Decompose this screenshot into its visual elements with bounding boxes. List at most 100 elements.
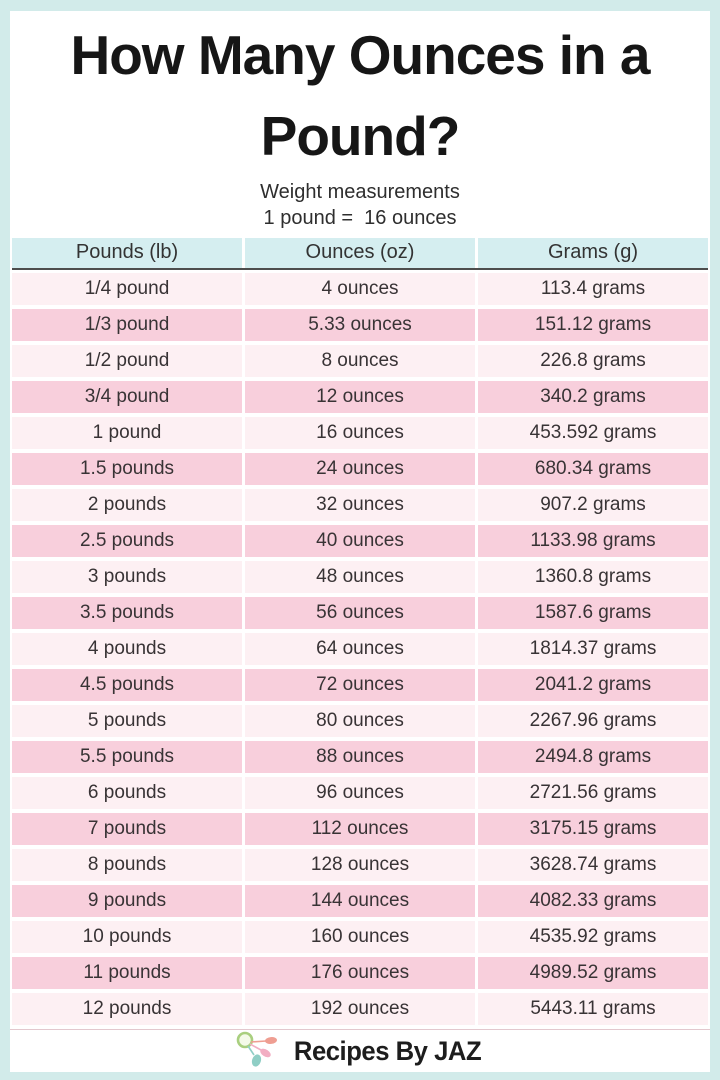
table-row: 1.5 pounds 24 ounces 680.34 grams: [12, 452, 708, 485]
table-cell: 176 ounces: [245, 956, 475, 989]
table-row: 3 pounds 48 ounces 1360.8 grams: [12, 560, 708, 593]
table-cell: 5.33 ounces: [245, 308, 475, 341]
table-row: 6 pounds 96 ounces 2721.56 grams: [12, 776, 708, 809]
table-cell: 96 ounces: [245, 776, 475, 809]
table-cell: 5.5 pounds: [12, 740, 242, 773]
table-row: 8 pounds 128 ounces 3628.74 grams: [12, 848, 708, 881]
table-cell: 4082.33 grams: [478, 884, 708, 917]
table-cell: 4535.92 grams: [478, 920, 708, 953]
table-cell: 24 ounces: [245, 452, 475, 485]
table-cell: 2267.96 grams: [478, 704, 708, 737]
table-cell: 1/2 pound: [12, 344, 242, 377]
table-cell: 1587.6 grams: [478, 596, 708, 629]
table-cell: 3628.74 grams: [478, 848, 708, 881]
table-cell: 11 pounds: [12, 956, 242, 989]
table-row: 1/2 pound 8 ounces 226.8 grams: [12, 344, 708, 377]
table-row: 12 pounds 192 ounces 5443.11 grams: [12, 992, 708, 1025]
table-cell: 192 ounces: [245, 992, 475, 1025]
measuring-spoons-icon: [234, 1030, 280, 1072]
table-cell: 64 ounces: [245, 632, 475, 665]
table-cell: 10 pounds: [12, 920, 242, 953]
table-row: 3/4 pound 12 ounces 340.2 grams: [12, 380, 708, 413]
table-header-row: Pounds (lb) Ounces (oz) Grams (g): [12, 237, 708, 270]
brand-name: Recipes By JAZ: [293, 1035, 482, 1066]
table-cell: 2041.2 grams: [478, 668, 708, 701]
table-cell: 56 ounces: [245, 596, 475, 629]
table-cell: 4 pounds: [12, 632, 242, 665]
table-cell: 1/3 pound: [12, 308, 242, 341]
poster-content: How Many Ounces in a Pound? Weight measu…: [10, 11, 710, 1072]
table-cell: 2494.8 grams: [478, 740, 708, 773]
page-title-line2: Pound?: [260, 104, 461, 167]
table-row: 11 pounds 176 ounces 4989.52 grams: [12, 956, 708, 989]
table-cell: 1 pound: [12, 416, 242, 449]
table-cell: 12 pounds: [12, 992, 242, 1025]
table-row: 4.5 pounds 72 ounces 2041.2 grams: [12, 668, 708, 701]
header-cell-ounces: Ounces (oz): [245, 237, 475, 268]
table-row: 2.5 pounds 40 ounces 1133.98 grams: [12, 524, 708, 557]
table-row: 4 pounds 64 ounces 1814.37 grams: [12, 632, 708, 665]
table-cell: 80 ounces: [245, 704, 475, 737]
table-cell: 72 ounces: [245, 668, 475, 701]
table-cell: 4 ounces: [245, 272, 475, 305]
table-row: 10 pounds 160 ounces 4535.92 grams: [12, 920, 708, 953]
table-row: 5 pounds 80 ounces 2267.96 grams: [12, 704, 708, 737]
table-cell: 5 pounds: [12, 704, 242, 737]
table-row: 3.5 pounds 56 ounces 1587.6 grams: [12, 596, 708, 629]
table-row: 1 pound 16 ounces 453.592 grams: [12, 416, 708, 449]
conversion-table: Pounds (lb) Ounces (oz) Grams (g) 1/4 po…: [12, 237, 708, 1029]
table-row: 9 pounds 144 ounces 4082.33 grams: [12, 884, 708, 917]
table-cell: 6 pounds: [12, 776, 242, 809]
table-cell: 2721.56 grams: [478, 776, 708, 809]
table-row: 2 pounds 32 ounces 907.2 grams: [12, 488, 708, 521]
table-cell: 7 pounds: [12, 812, 242, 845]
table-cell: 680.34 grams: [478, 452, 708, 485]
table-cell: 2.5 pounds: [12, 524, 242, 557]
table-cell: 4989.52 grams: [478, 956, 708, 989]
table-cell: 113.4 grams: [478, 272, 708, 305]
table-cell: 3 pounds: [12, 560, 242, 593]
table-cell: 144 ounces: [245, 884, 475, 917]
table-cell: 88 ounces: [245, 740, 475, 773]
table-cell: 12 ounces: [245, 380, 475, 413]
table-cell: 16 ounces: [245, 416, 475, 449]
table-cell: 4.5 pounds: [12, 668, 242, 701]
table-cell: 453.592 grams: [478, 416, 708, 449]
table-cell: 9 pounds: [12, 884, 242, 917]
table-row: 5.5 pounds 88 ounces 2494.8 grams: [12, 740, 708, 773]
table-cell: 3/4 pound: [12, 380, 242, 413]
table-cell: 2 pounds: [12, 488, 242, 521]
table-cell: 1133.98 grams: [478, 524, 708, 557]
table-cell: 3.5 pounds: [12, 596, 242, 629]
table-cell: 340.2 grams: [478, 380, 708, 413]
footer: Recipes By JAZ: [10, 1028, 710, 1072]
subtitle: Weight measurements: [260, 180, 460, 203]
table-cell: 40 ounces: [245, 524, 475, 557]
table-cell: 8 ounces: [245, 344, 475, 377]
table-cell: 1814.37 grams: [478, 632, 708, 665]
table-cell: 1.5 pounds: [12, 452, 242, 485]
header-cell-grams: Grams (g): [478, 237, 708, 268]
table-cell: 112 ounces: [245, 812, 475, 845]
table-cell: 907.2 grams: [478, 488, 708, 521]
table-cell: 226.8 grams: [478, 344, 708, 377]
table-row: 7 pounds 112 ounces 3175.15 grams: [12, 812, 708, 845]
conversion-equation: 1 pound = 16 ounces: [263, 206, 457, 229]
table-cell: 8 pounds: [12, 848, 242, 881]
table-body: 1/4 pound 4 ounces 113.4 grams 1/3 pound 5.3…: [12, 272, 708, 1025]
table-cell: 151.12 grams: [478, 308, 708, 341]
table-cell: 160 ounces: [245, 920, 475, 953]
table-cell: 128 ounces: [245, 848, 475, 881]
page-title: How Many Ounces in a Pound?: [10, 15, 710, 177]
table-cell: 5443.11 grams: [478, 992, 708, 1025]
table-cell: 1360.8 grams: [478, 560, 708, 593]
table-cell: 1/4 pound: [12, 272, 242, 305]
table-row: 1/4 pound 4 ounces 113.4 grams: [12, 272, 708, 305]
table-cell: 32 ounces: [245, 488, 475, 521]
table-row: 1/3 pound 5.33 ounces 151.12 grams: [12, 308, 708, 341]
table-cell: 48 ounces: [245, 560, 475, 593]
page-title-line1: How Many Ounces in a: [70, 24, 650, 86]
header-cell-pounds: Pounds (lb): [12, 237, 242, 268]
table-cell: 3175.15 grams: [478, 812, 708, 845]
